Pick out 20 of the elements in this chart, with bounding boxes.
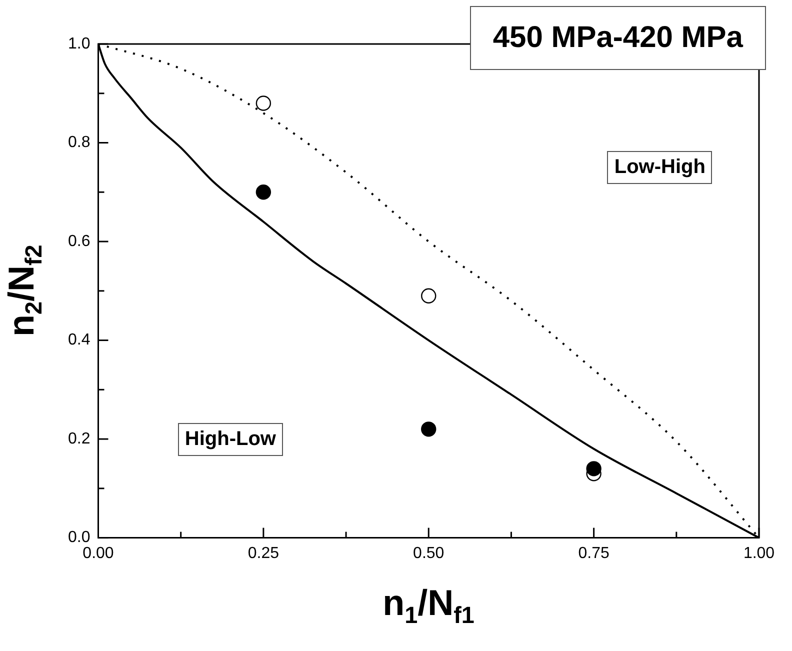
point (256, 96, 272, 111)
x-tick-label: 0.75 (578, 544, 610, 562)
point (421, 288, 436, 304)
point (421, 422, 436, 437)
y-tick-label: 0.4 (68, 332, 90, 349)
x-tick-label: 0.25 (248, 544, 280, 562)
point (586, 461, 602, 476)
y-tick-label: 0.6 (68, 232, 90, 250)
y-tick-label: 1.0 (68, 35, 90, 52)
x-tick-label: 0.50 (413, 544, 444, 562)
annotation: High-Low (178, 422, 283, 456)
x-tick-label: 0.00 (82, 544, 114, 562)
x-tick-label: 1.00 (743, 544, 775, 562)
annotation: Low-High (607, 150, 712, 184)
y-tick-label: 0.0 (68, 529, 90, 546)
y-tick-label: 0.8 (68, 134, 90, 152)
x-axis-title: n$_{1}$/N$_{f1}$ (382, 582, 474, 629)
point (256, 184, 272, 200)
y-tick-label: 0.2 (68, 430, 90, 448)
chart-title: 450 MPa-420 MPa (470, 6, 766, 70)
